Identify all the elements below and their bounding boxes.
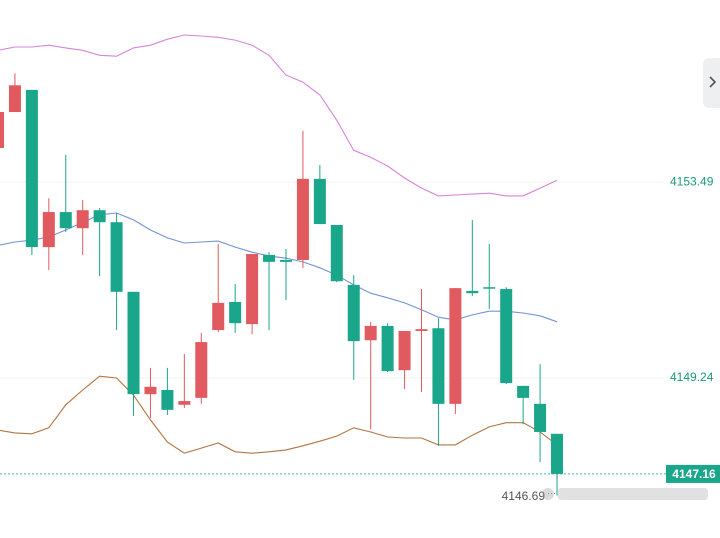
candle-body [42,212,55,248]
candle-body [263,254,276,262]
candle-body [364,325,377,341]
y-tick-label: 4153.49 [670,174,714,188]
candle-body [0,112,4,148]
panel-toggle-bg[interactable] [703,58,720,108]
last-price-label: 4147.16 [672,467,716,481]
panel-toggle[interactable] [703,58,720,108]
candle-body [195,342,208,398]
candle-body [212,302,225,331]
candle-body [313,178,326,225]
candle-body [59,212,72,229]
candle-body [415,329,428,332]
band-line [0,212,558,323]
y-tick-label: 4149.24 [670,370,714,384]
band-line [0,375,558,454]
candle-body [296,178,309,261]
candle-body [229,301,242,324]
candle-body [279,260,292,262]
watermark-text [558,488,708,500]
candle-body [466,290,479,294]
candle-body [25,89,38,248]
candle-body [483,287,496,289]
candle-body [110,222,123,292]
candle-body [534,403,547,432]
band-line [0,34,558,197]
candle-body [500,289,513,384]
candle-body [8,85,21,113]
low-label: 4146.69 [502,489,546,503]
candle-body [76,210,89,229]
watermark [542,488,708,500]
overlay: 4149.24 4153.49 4147.16 4146.69 [0,174,720,503]
candle-body [330,224,343,282]
bands [0,34,558,454]
candle-body [398,331,411,371]
candle-body [178,401,191,405]
candle-body [144,386,157,395]
candle-body [551,433,564,474]
candle-body [127,291,140,395]
last-price-box [666,464,720,483]
candle-body [347,284,360,342]
candle-body [246,254,259,325]
candle-body [517,385,530,398]
candle-body [432,328,445,404]
candle-body [161,390,174,410]
chevron-icon[interactable] [709,76,717,88]
watermark-icon [542,488,554,500]
candle-body [93,210,106,223]
candle-body [449,288,462,404]
candles [0,73,564,496]
candle-body [381,325,394,372]
